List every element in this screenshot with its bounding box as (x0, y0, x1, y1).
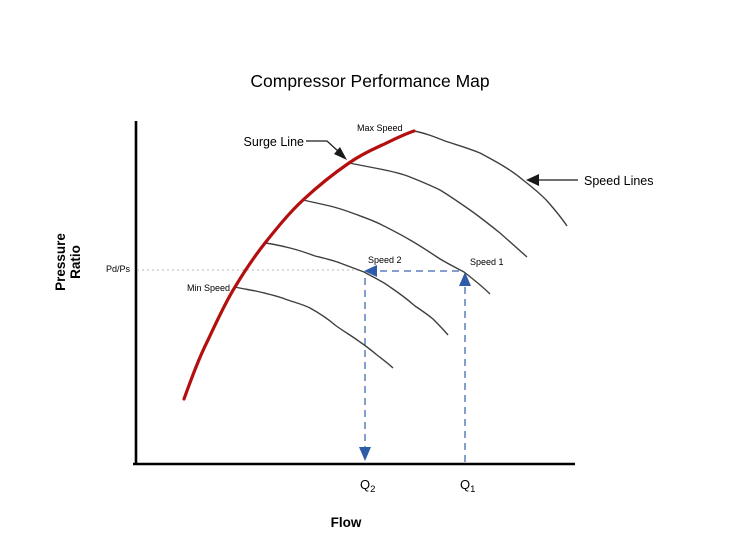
y-axis-title-line1: Pressure (53, 233, 68, 291)
pressure-ref-label: Pd/Ps (106, 264, 131, 274)
q1-base: Q (460, 477, 470, 492)
speed-1-curve (302, 199, 491, 295)
x-axis-title: Flow (331, 515, 362, 530)
surge-line-curve (182, 129, 416, 401)
up-arrow-icon (459, 272, 471, 286)
speed-lines-label: Speed Lines (584, 174, 654, 188)
q2-subscript: 2 (370, 484, 375, 495)
speed-curve-2 (348, 162, 528, 258)
down-arrow-icon (359, 447, 371, 461)
speed-lines-arrowhead-icon (526, 174, 539, 186)
chart-title: Compressor Performance Map (250, 71, 489, 91)
surge-pointer-arrowhead-icon (334, 147, 347, 160)
speed-2-label: Speed 2 (368, 255, 402, 265)
y-axis-title: PressureRatio (53, 233, 83, 291)
left-arrow-icon (364, 265, 377, 277)
q2-base: Q (360, 477, 370, 492)
surge-line-pointer (306, 140, 340, 153)
surge-line-label: Surge Line (244, 135, 305, 149)
y-axis-title-line2: Ratio (68, 245, 83, 279)
q1-subscript: 1 (470, 484, 475, 495)
max-speed-curve (413, 130, 568, 227)
q1-label: Q1 (460, 477, 475, 495)
min-speed-label: Min Speed (187, 283, 230, 293)
speed-2-curve (264, 242, 449, 336)
min-speed-curve (234, 286, 394, 369)
max-speed-label: Max Speed (357, 123, 403, 133)
speed-1-label: Speed 1 (470, 257, 504, 267)
q2-label: Q2 (360, 477, 375, 495)
